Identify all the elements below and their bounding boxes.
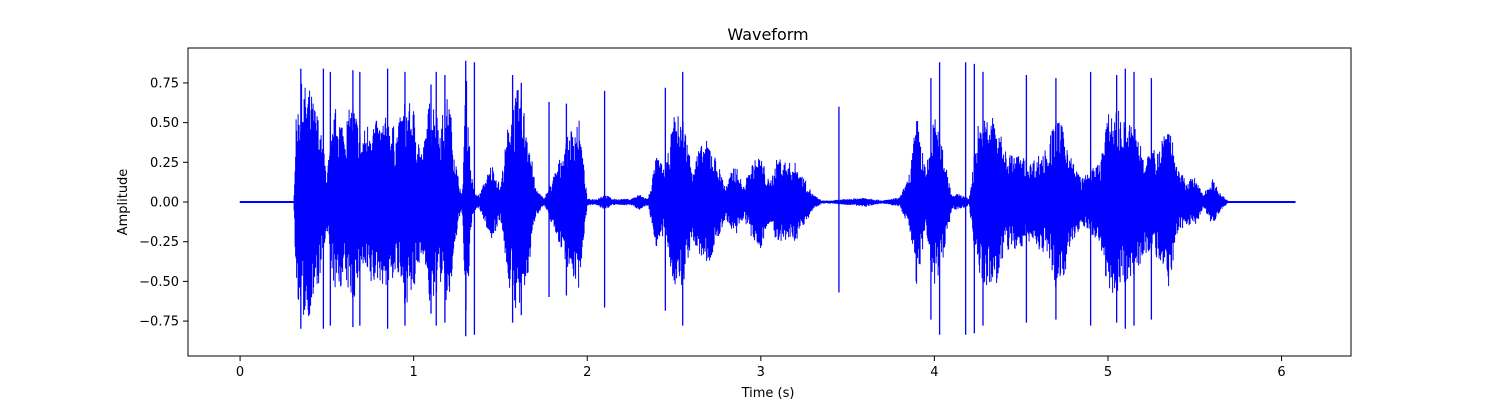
series-layer [239, 60, 1296, 337]
x-tick-label: 2 [583, 365, 591, 380]
y-axis-label: Amplitude [116, 169, 131, 236]
y-axis: −0.75 −0.50 −0.25 0.00 0.25 0.50 0.75 [139, 76, 188, 330]
y-tick-label: 0.75 [150, 76, 179, 91]
plot-area [187, 47, 1352, 357]
x-tick-label: 4 [930, 365, 938, 380]
x-tick-label: 5 [1104, 365, 1112, 380]
chart-title: Waveform [727, 25, 808, 44]
y-tick-label: −0.25 [139, 235, 179, 250]
x-tick-label: 6 [1277, 365, 1285, 380]
x-axis: 0 1 2 3 4 5 6 [236, 356, 1286, 380]
x-tick-label: 3 [757, 365, 765, 380]
y-tick-label: 0.00 [150, 196, 179, 211]
y-tick-label: −0.50 [139, 275, 179, 290]
y-tick-label: 0.25 [150, 156, 179, 171]
x-axis-label: Time (s) [741, 386, 795, 400]
x-tick-label: 0 [236, 365, 244, 380]
y-tick-label: −0.75 [139, 315, 179, 330]
x-tick-label: 1 [410, 365, 418, 380]
y-tick-label: 0.50 [150, 116, 179, 131]
